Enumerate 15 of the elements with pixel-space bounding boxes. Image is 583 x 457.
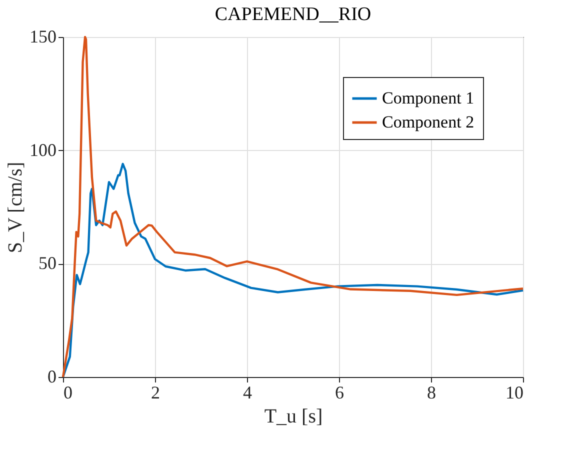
y-tick-label: 0: [48, 366, 56, 386]
x-tick-label: 6: [335, 382, 344, 402]
x-axis-title: T_u [s]: [264, 406, 323, 428]
y-tick-label: 100: [30, 140, 56, 160]
x-tick-label: 2: [151, 382, 160, 402]
y-tick-label: 50: [38, 253, 56, 274]
x-tick-label: 8: [427, 382, 436, 402]
chart-title: CAPEMEND__RIO: [214, 4, 372, 25]
x-tick-label: 4: [243, 382, 252, 402]
y-tick-label: 150: [30, 26, 56, 46]
x-tick-label: 0: [64, 382, 72, 402]
legend-label: Component 2: [382, 112, 474, 132]
y-axis-title: S_V [cm/s]: [4, 162, 26, 254]
legend-label: Component 1: [382, 88, 474, 108]
x-tick-label: 10: [506, 382, 524, 402]
